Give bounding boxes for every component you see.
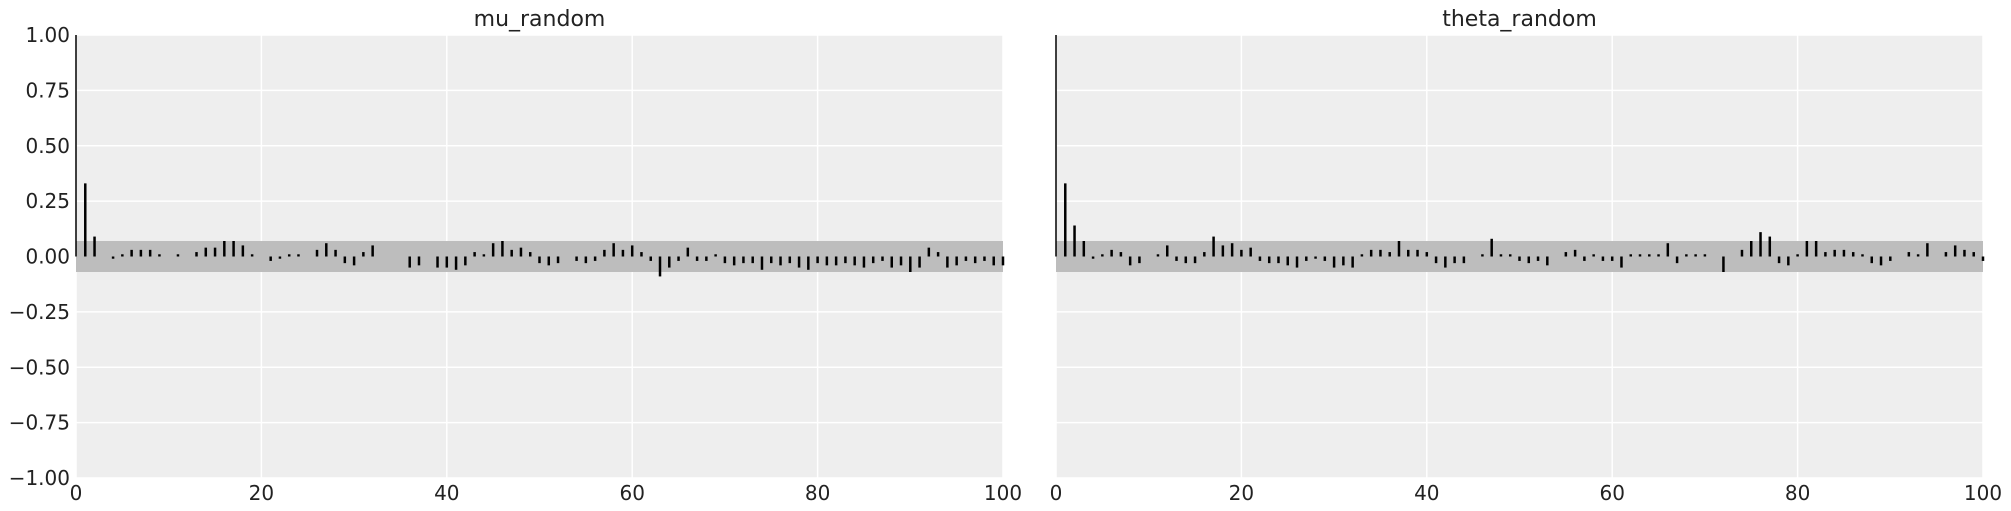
chart-title: mu_random [474,7,606,32]
subplot-mu_random: mu_random 0 20 40 60 80 100 1.00 0.75 0.50 0.25 0.0… [9,7,1022,505]
x-tick-label: 20 [249,481,274,505]
x-tick-label: 80 [1785,481,1810,505]
x-tick-label: 100 [1964,481,2002,505]
y-tick-label: −0.25 [9,300,70,324]
y-tick-label: 0.00 [25,245,70,269]
x-tick-label: 20 [1229,481,1254,505]
x-tick-label: 0 [70,481,83,505]
y-tick-label: −0.50 [9,355,70,379]
x-tick-label: 80 [805,481,830,505]
y-tick-label: 1.00 [25,23,70,47]
y-tick-label: 0.75 [25,78,70,102]
x-tick-label: 0 [1050,481,1063,505]
x-tick-label: 40 [434,481,459,505]
x-tick-label: 60 [1599,481,1624,505]
x-tick-label: 100 [984,481,1022,505]
chart-title: theta_random [1442,7,1597,32]
y-tick-label: 0.50 [25,134,70,158]
x-tick-label: 60 [619,481,644,505]
y-tick-label: −1.00 [9,466,70,490]
subplot-theta_random: theta_random 0 20 40 60 80 100 [1050,7,2002,505]
y-tick-label: −0.75 [9,411,70,435]
y-tick-label: 0.25 [25,189,70,213]
x-tick-label: 40 [1414,481,1439,505]
